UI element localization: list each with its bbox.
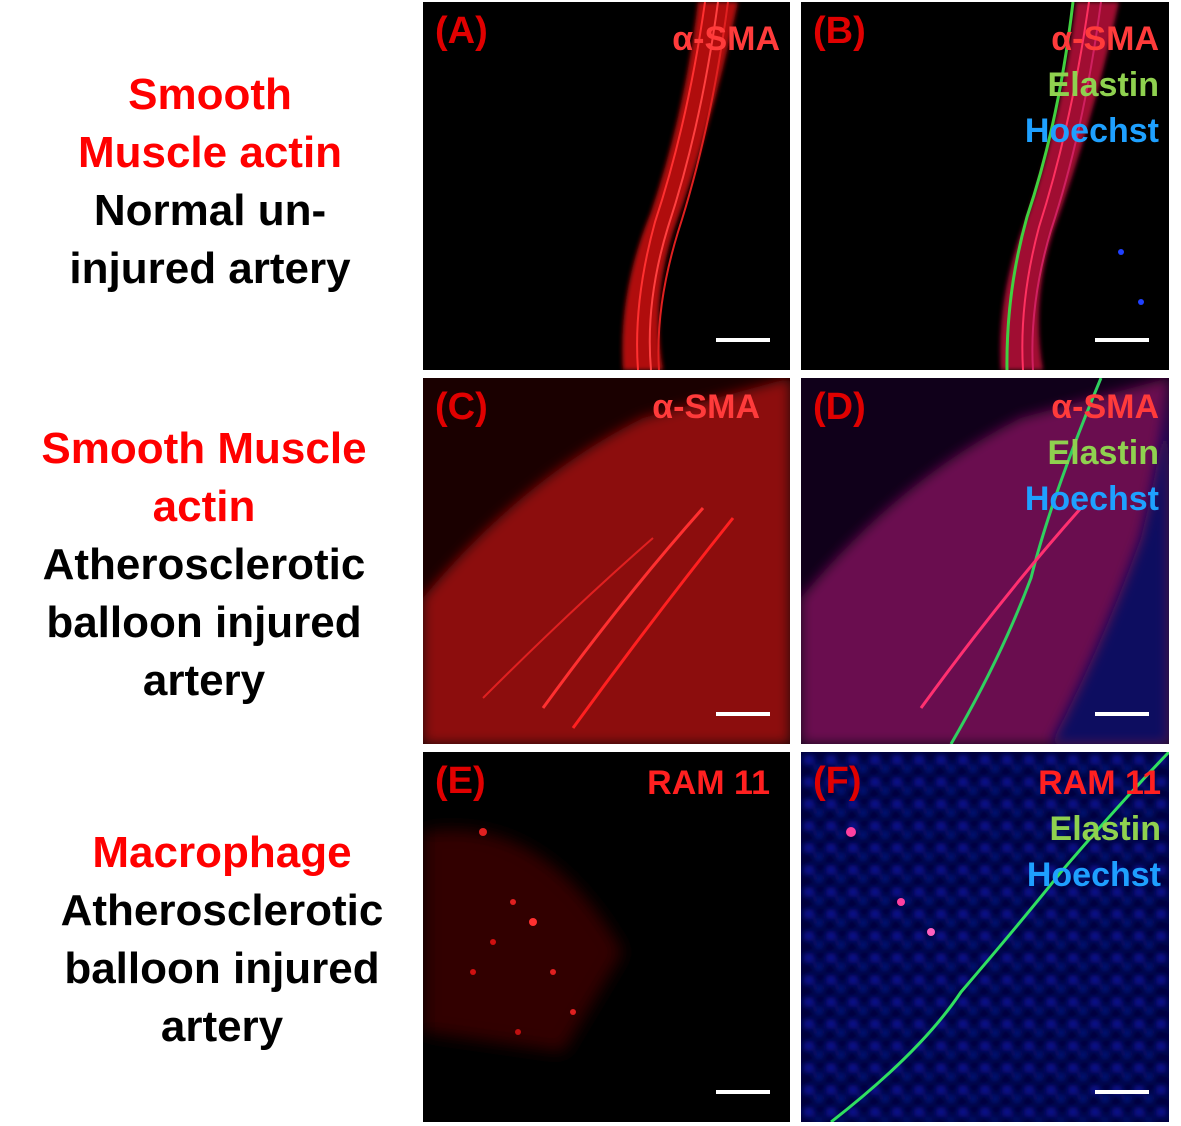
row2-line2: actin [152, 482, 256, 531]
panel-b: (B) α-SMA Elastin Hoechst [801, 2, 1169, 370]
row1-line4: injured artery [69, 244, 351, 293]
panel-a-label: (A) [435, 10, 488, 52]
panel-a-scale-bar [716, 338, 770, 342]
row3-line4: artery [160, 1002, 284, 1051]
row2-line5: artery [142, 656, 266, 705]
row-label-1: Smooth Muscle actin Normal un- injured a… [0, 66, 420, 298]
panel-d-channel-3: Hoechst [1024, 480, 1159, 518]
panel-e: (E) RAM 11 [423, 752, 790, 1122]
panel-c: (C) α-SMA [423, 378, 790, 744]
panel-f-scale-bar [1095, 1090, 1149, 1094]
panel-c-channels: α-SMA [652, 384, 760, 430]
panel-d-scale-bar [1095, 712, 1149, 716]
panel-e-channel-1: RAM 11 [647, 764, 770, 802]
panel-d-channels: α-SMA Elastin Hoechst [1025, 384, 1159, 522]
row1-line2: Muscle actin [77, 128, 343, 177]
panel-e-scale-bar [716, 1090, 770, 1094]
row2-line4: balloon injured [46, 598, 362, 647]
panel-e-image [423, 828, 623, 1052]
panel-f-channel-1: RAM 11 [1038, 764, 1161, 802]
panel-e-channels: RAM 11 [647, 760, 770, 806]
panel-d-image [801, 378, 1169, 744]
row2-line3: Atherosclerotic [42, 540, 366, 589]
row-label-3: Macrophage Atherosclerotic balloon injur… [12, 824, 432, 1056]
row3-line1: Macrophage [92, 828, 352, 877]
panel-f-channels: RAM 11 Elastin Hoechst [1027, 760, 1161, 898]
row-label-2: Smooth Muscle actin Atherosclerotic ball… [0, 420, 414, 710]
panel-f-channel-2: Elastin [1049, 810, 1161, 848]
row2-line1: Smooth Muscle [41, 424, 367, 473]
panel-b-label: (B) [813, 10, 866, 52]
panel-a-image [622, 2, 738, 370]
panel-d-label: (D) [813, 386, 866, 428]
panel-b-scale-bar [1095, 338, 1149, 342]
panel-f-label: (F) [813, 760, 862, 802]
row1-line1: Smooth [128, 70, 292, 119]
panel-b-channel-3: Hoechst [1024, 112, 1159, 150]
panel-b-channel-1: α-SMA [1051, 20, 1159, 58]
panel-c-channel-1: α-SMA [652, 388, 760, 426]
row3-line2: Atherosclerotic [60, 886, 384, 935]
panel-a: (A) α-SMA [423, 2, 790, 370]
panel-f-image [801, 752, 1169, 1122]
panel-b-channels: α-SMA Elastin Hoechst [1025, 16, 1159, 154]
panel-a-channel-1: α-SMA [672, 20, 780, 58]
panel-a-channels: α-SMA [672, 16, 780, 62]
panel-f-channel-3: Hoechst [1026, 856, 1161, 894]
panel-b-image [1000, 2, 1144, 370]
row3-line3: balloon injured [64, 944, 380, 993]
panel-c-label: (C) [435, 386, 488, 428]
panel-f: (F) RAM 11 Elastin Hoechst [801, 752, 1169, 1122]
panel-d-channel-2: Elastin [1047, 434, 1159, 472]
panel-b-channel-2: Elastin [1047, 66, 1159, 104]
panel-e-label: (E) [435, 760, 486, 802]
row1-line3: Normal un- [93, 186, 327, 235]
panel-d-channel-1: α-SMA [1051, 388, 1159, 426]
panel-c-image [423, 378, 790, 744]
panel-c-scale-bar [716, 712, 770, 716]
panel-d: (D) α-SMA Elastin Hoechst [801, 378, 1169, 744]
